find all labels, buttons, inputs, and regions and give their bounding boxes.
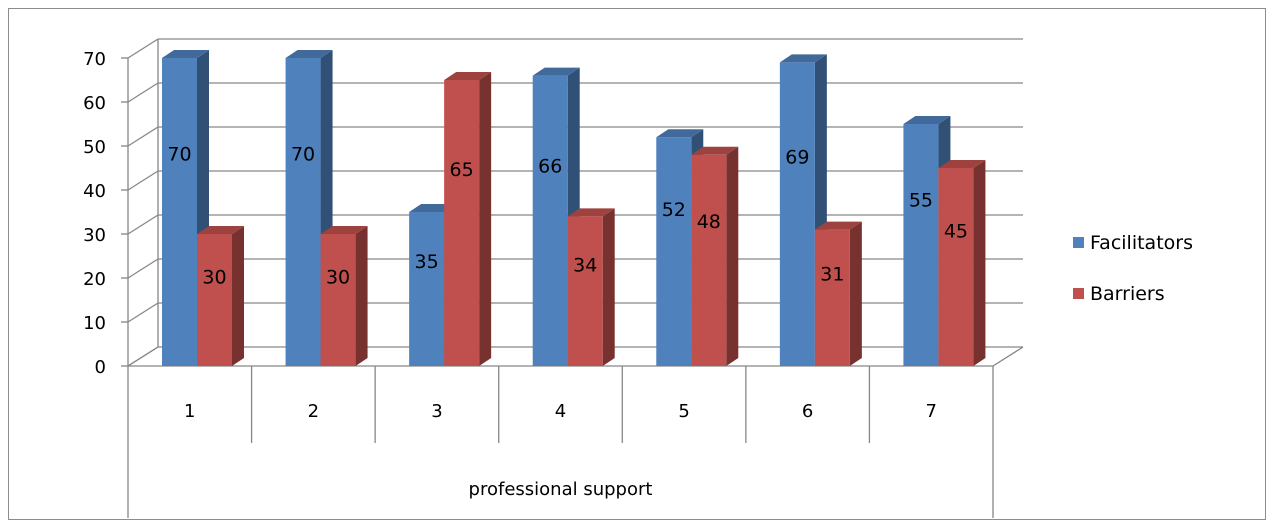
- bar-front: [656, 137, 692, 366]
- data-label: 34: [573, 254, 597, 276]
- bar-front: [938, 168, 974, 366]
- bar-front: [285, 58, 321, 366]
- bar-front: [197, 234, 232, 366]
- bar-front: [444, 80, 480, 366]
- bar-top: [444, 72, 492, 80]
- bar-front: [409, 212, 445, 366]
- gridline-side: [127, 170, 159, 191]
- category-label: 7: [925, 401, 936, 422]
- bar-side: [973, 160, 986, 366]
- bar-front: [532, 75, 568, 366]
- bar-front: [691, 154, 727, 366]
- bar-barriers-1: [197, 226, 244, 366]
- data-label: 30: [202, 267, 226, 289]
- bar-barriers-6: [814, 221, 862, 366]
- legend-swatch-barriers: [1073, 288, 1084, 299]
- gridline-side: [127, 214, 159, 235]
- data-label: 31: [820, 264, 844, 286]
- data-label: 69: [785, 146, 809, 168]
- gridline-side: [127, 126, 159, 147]
- category-label: 3: [431, 401, 442, 422]
- category-label: 5: [678, 401, 689, 422]
- bar-side: [232, 226, 244, 366]
- y-tick-label: 70: [83, 49, 106, 70]
- data-label: 52: [662, 199, 686, 221]
- data-label: 66: [538, 156, 562, 178]
- category-label: 6: [802, 401, 813, 422]
- bar-side: [726, 146, 739, 366]
- bars: [162, 50, 986, 367]
- data-label: 48: [697, 211, 721, 233]
- bar-barriers-7: [938, 160, 986, 366]
- bar-top: [567, 208, 615, 217]
- floor-right-edge: [992, 346, 1024, 367]
- bar-top: [532, 67, 580, 76]
- category-axis: 1 2 3 4 5 6 7 professional support: [127, 366, 994, 518]
- category-group-label: professional support: [469, 479, 653, 500]
- data-label: 45: [944, 220, 968, 242]
- data-label: 30: [326, 267, 350, 289]
- bar-side: [849, 221, 862, 366]
- bar-front: [814, 229, 850, 366]
- y-tick-label: 20: [83, 269, 106, 290]
- category-label: 1: [184, 401, 195, 422]
- legend-label-facilitators: Facilitators: [1090, 232, 1193, 254]
- bar-front: [320, 234, 356, 366]
- bar-top: [691, 146, 739, 155]
- bar-front: [903, 124, 939, 366]
- y-tick-label: 50: [83, 137, 106, 158]
- data-label: 35: [415, 251, 439, 273]
- bar-side: [602, 208, 615, 366]
- gridline-side: [127, 258, 159, 279]
- gridline-side: [127, 38, 159, 59]
- y-tick-label: 60: [83, 93, 106, 114]
- bar-side: [479, 72, 492, 366]
- bar-top: [656, 129, 704, 138]
- gridline-side: [127, 302, 159, 323]
- data-label: 65: [450, 159, 474, 181]
- bar-barriers-3: [444, 72, 492, 366]
- data-label: 55: [909, 190, 933, 212]
- gridline-side: [127, 82, 159, 103]
- bar-front: [779, 62, 815, 367]
- legend: Facilitators Barriers: [1073, 232, 1193, 305]
- bar-top: [197, 226, 244, 234]
- bar-top: [938, 160, 986, 168]
- bar-side: [355, 226, 368, 366]
- y-tick-label: 30: [83, 225, 106, 246]
- bar-barriers-2: [320, 226, 368, 366]
- legend-swatch-facilitators: [1073, 237, 1084, 248]
- y-tick-label: 0: [95, 357, 106, 378]
- bar-barriers-5: [691, 146, 739, 366]
- y-tick-label: 10: [83, 313, 106, 334]
- category-label: 2: [308, 401, 319, 422]
- y-axis-ticks: 0 10 20 30 40 50 60 70: [83, 49, 106, 378]
- bar-top: [903, 116, 951, 124]
- data-label: 70: [167, 143, 191, 165]
- legend-label-barriers: Barriers: [1090, 283, 1165, 305]
- floor-left-edge: [127, 346, 159, 367]
- bar-top: [320, 226, 368, 234]
- bar-top: [779, 54, 827, 63]
- category-label: 4: [555, 401, 566, 422]
- bar-top: [814, 221, 862, 230]
- y-tick-label: 40: [83, 181, 106, 202]
- bar-front: [567, 216, 603, 366]
- bar-front: [162, 58, 197, 366]
- bar-barriers-4: [567, 208, 615, 366]
- data-labels: 70 30 70 30 35 65 66 34 52 48 69 31 55 45: [167, 143, 968, 288]
- bar-top: [285, 50, 333, 58]
- data-label: 70: [291, 143, 315, 165]
- bar-top: [162, 50, 209, 58]
